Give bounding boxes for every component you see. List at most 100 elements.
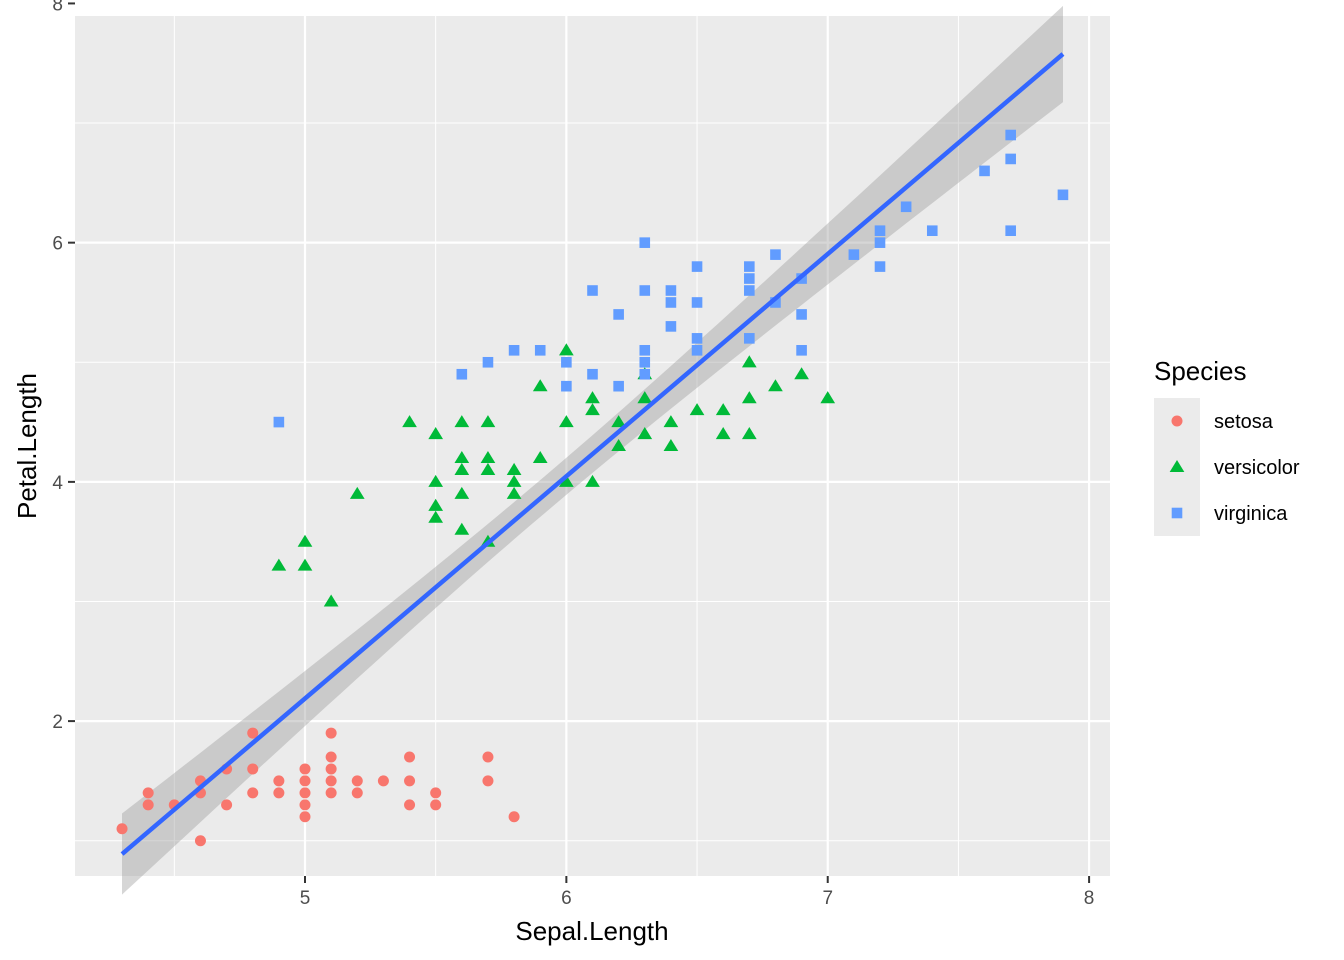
x-tick-label: 5 — [300, 888, 311, 909]
point-virginica — [508, 345, 520, 356]
point-setosa — [325, 727, 337, 739]
point-versicolor — [480, 415, 496, 428]
point-versicolor — [454, 522, 470, 535]
point-virginica — [770, 249, 781, 260]
point-setosa — [404, 775, 416, 787]
y-tick-label: 8 — [52, 0, 63, 15]
point-versicolor — [454, 415, 470, 428]
point-virginica — [639, 237, 651, 248]
point-virginica — [874, 225, 886, 237]
legend-label-setosa: setosa — [1214, 411, 1274, 433]
data-points — [116, 129, 1069, 847]
legend-key-versicolor — [1169, 460, 1185, 473]
point-versicolor — [637, 391, 653, 404]
point-setosa — [430, 787, 442, 799]
point-versicolor — [794, 367, 809, 380]
point-setosa — [325, 751, 337, 763]
point-virginica — [665, 321, 677, 332]
x-axis: 5 6 7 8 — [300, 876, 1095, 909]
point-virginica — [874, 261, 886, 272]
point-versicolor — [297, 534, 313, 547]
point-virginica — [1005, 129, 1016, 141]
point-setosa — [142, 787, 154, 799]
point-virginica — [587, 285, 598, 296]
point-setosa — [299, 775, 311, 787]
point-versicolor — [585, 474, 600, 487]
point-setosa — [299, 799, 311, 811]
point-virginica — [1005, 225, 1016, 237]
point-versicolor — [741, 355, 757, 368]
x-tick-label: 7 — [822, 888, 833, 909]
point-setosa — [351, 775, 363, 787]
point-virginica — [561, 380, 572, 392]
point-virginica — [587, 368, 598, 380]
point-virginica — [273, 416, 285, 428]
x-tick-label: 8 — [1084, 888, 1095, 909]
point-virginica — [482, 356, 494, 368]
y-tick-label: 2 — [52, 712, 63, 733]
x-tick-label: 6 — [561, 888, 572, 909]
point-virginica — [744, 261, 755, 272]
point-versicolor — [715, 427, 731, 440]
point-setosa — [377, 775, 389, 787]
point-versicolor — [349, 486, 365, 499]
point-versicolor — [428, 427, 444, 440]
point-virginica — [665, 285, 677, 296]
point-versicolor — [559, 343, 574, 356]
point-versicolor — [663, 439, 679, 452]
point-versicolor — [506, 486, 522, 499]
legend: Species setosa versicolor virginica — [1154, 356, 1300, 536]
point-virginica — [639, 345, 651, 356]
confidence-band — [122, 5, 1063, 895]
point-versicolor — [454, 486, 470, 499]
point-versicolor — [506, 462, 522, 475]
point-versicolor — [768, 379, 783, 392]
point-versicolor — [297, 558, 313, 571]
point-virginica — [561, 356, 572, 368]
point-setosa — [430, 799, 442, 811]
point-virginica — [691, 261, 703, 272]
point-virginica — [691, 345, 703, 356]
legend-title: Species — [1154, 356, 1247, 386]
point-versicolor — [454, 462, 470, 475]
legend-items: setosa versicolor virginica — [1169, 411, 1300, 525]
point-versicolor — [820, 391, 836, 404]
point-setosa — [247, 787, 259, 799]
point-versicolor — [741, 427, 757, 440]
point-versicolor — [585, 403, 600, 416]
point-setosa — [482, 775, 494, 787]
y-tick-label: 6 — [52, 234, 63, 255]
point-setosa — [194, 835, 206, 847]
minor-gridlines — [75, 16, 1110, 876]
point-versicolor — [271, 558, 287, 571]
point-virginica — [639, 356, 651, 368]
point-setosa — [325, 763, 337, 775]
point-versicolor — [428, 474, 444, 487]
point-virginica — [1005, 153, 1016, 165]
point-virginica — [534, 345, 546, 356]
point-virginica — [796, 345, 807, 356]
point-setosa — [273, 787, 285, 799]
point-versicolor — [715, 403, 731, 416]
point-setosa — [273, 775, 285, 787]
point-versicolor — [532, 379, 548, 392]
point-virginica — [613, 309, 624, 320]
point-setosa — [142, 799, 154, 811]
y-axis: 2 4 6 8 — [52, 0, 75, 733]
point-virginica — [874, 237, 886, 248]
point-setosa — [404, 751, 416, 763]
point-setosa — [299, 763, 311, 775]
point-virginica — [848, 249, 860, 260]
point-setosa — [508, 811, 520, 823]
point-virginica — [770, 297, 781, 308]
point-versicolor — [559, 415, 574, 428]
point-virginica — [744, 333, 755, 344]
point-versicolor — [480, 462, 496, 475]
point-virginica — [979, 165, 990, 177]
point-setosa — [325, 775, 337, 787]
point-versicolor — [428, 510, 444, 523]
point-setosa — [247, 763, 259, 775]
legend-label-virginica: virginica — [1214, 503, 1288, 525]
point-versicolor — [663, 415, 679, 428]
